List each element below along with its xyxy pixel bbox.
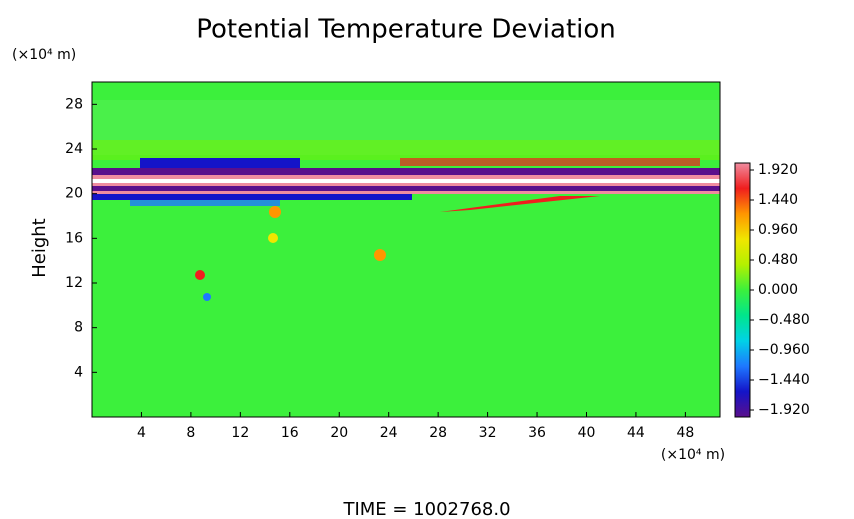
x-tick-label: 8 bbox=[186, 425, 195, 441]
x-tick-label: 16 bbox=[281, 425, 299, 441]
colorbar-tick-label: 0.000 bbox=[758, 282, 798, 298]
y-tick-label: 8 bbox=[74, 320, 83, 336]
x-tick-label: 12 bbox=[231, 425, 249, 441]
colorbar-tick-label: 0.480 bbox=[758, 252, 798, 268]
chart-title: Potential Temperature Deviation bbox=[196, 15, 616, 45]
colorbar-tick-label: 1.920 bbox=[758, 162, 798, 178]
x-unit: (×10⁴ m) bbox=[661, 447, 725, 463]
colorbar-tick-label: −0.960 bbox=[758, 342, 810, 358]
colorbar-tick-label: 0.960 bbox=[758, 222, 798, 238]
plot-frame bbox=[91, 81, 721, 418]
x-tick-label: 28 bbox=[429, 425, 447, 441]
y-label: Height bbox=[29, 218, 50, 278]
y-tick-label: 28 bbox=[65, 96, 83, 112]
x-tick-label: 20 bbox=[330, 425, 348, 441]
footer: TIME = 1002768.0 bbox=[342, 499, 510, 519]
y-unit: (×10⁴ m) bbox=[12, 47, 76, 63]
x-tick-label: 48 bbox=[676, 425, 694, 441]
y-tick-label: 12 bbox=[65, 275, 83, 291]
x-tick-label: 36 bbox=[528, 425, 546, 441]
y-tick-label: 16 bbox=[65, 230, 83, 246]
colorbar bbox=[734, 162, 751, 418]
colorbar-tick-label: −0.480 bbox=[758, 312, 810, 328]
x-tick-label: 32 bbox=[479, 425, 497, 441]
y-tick-label: 4 bbox=[74, 364, 83, 380]
field bbox=[92, 82, 720, 417]
colorbar-tick-label: −1.920 bbox=[758, 402, 810, 418]
colorbar-tick-label: 1.440 bbox=[758, 192, 798, 208]
y-tick-label: 20 bbox=[65, 186, 83, 202]
x-tick-label: 4 bbox=[137, 425, 146, 441]
x-tick-label: 24 bbox=[380, 425, 398, 441]
colorbar-tick-label: −1.440 bbox=[758, 372, 810, 388]
x-tick-label: 44 bbox=[627, 425, 645, 441]
x-tick-label: 40 bbox=[578, 425, 596, 441]
y-tick-label: 24 bbox=[65, 141, 83, 157]
